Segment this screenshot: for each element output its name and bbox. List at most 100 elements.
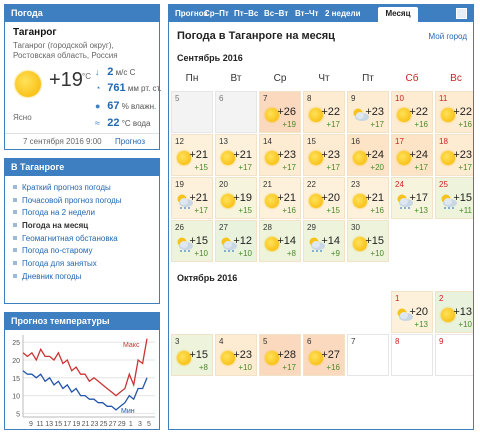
- day-number: 3: [175, 337, 180, 346]
- wind-direction: С: [129, 68, 136, 77]
- day-cell[interactable]: 29 +14 +9: [303, 220, 345, 262]
- day-cell[interactable]: 6 +27 +16: [303, 334, 345, 376]
- tab[interactable]: Ср–Пт: [204, 9, 229, 18]
- city-menu-item[interactable]: Погода по-старому: [13, 245, 159, 258]
- month-title: Сентябрь 2016: [177, 53, 243, 63]
- cloud-sun-icon: [396, 307, 413, 323]
- day-cell[interactable]: 16 +24 +20: [347, 134, 389, 176]
- sun-icon: [352, 150, 368, 166]
- day-cell[interactable]: 14 +23 +17: [259, 134, 301, 176]
- day-high-temp: +23: [277, 149, 296, 161]
- day-high-temp: +23: [321, 149, 340, 161]
- x-tick-label: 3: [138, 421, 142, 428]
- city-menu-item-label: Почасовой прогноз погоды: [22, 195, 122, 205]
- day-number: 12: [175, 137, 184, 146]
- bullet-icon: [13, 210, 17, 215]
- day-cell[interactable]: 4 +23 +10: [215, 334, 257, 376]
- city-menu-item[interactable]: Краткий прогноз погоды: [13, 182, 159, 195]
- city-menu-item-label: Погода по-старому: [22, 246, 93, 256]
- day-low-temp: +15: [238, 206, 252, 215]
- day-high-temp: +19: [233, 192, 252, 204]
- day-cell[interactable]: 28 +14 +8: [259, 220, 301, 262]
- y-tick-label: 20: [12, 358, 20, 365]
- city-menu-item[interactable]: Дневник погоды: [13, 271, 159, 284]
- day-cell[interactable]: 18 +23 +17: [435, 134, 473, 176]
- day-high-temp: +23: [365, 106, 384, 118]
- day-cell[interactable]: 5 +28 +17: [259, 334, 301, 376]
- day-cell[interactable]: 2 +13 +10: [435, 291, 473, 333]
- day-cell[interactable]: 20 +19 +15: [215, 177, 257, 219]
- day-cell[interactable]: 24 +17 +13: [391, 177, 433, 219]
- bullet-icon: [13, 248, 17, 253]
- day-cell[interactable]: 9 +23 +17: [347, 91, 389, 133]
- day-number: 8: [307, 94, 312, 103]
- day-high-temp: +14: [277, 235, 296, 247]
- tab[interactable]: Пт–Вс: [234, 9, 259, 18]
- day-cell[interactable]: 12 +21 +15: [171, 134, 213, 176]
- city-menu-item[interactable]: Погода на 2 недели: [13, 207, 159, 220]
- weekday-label: Вс: [450, 73, 462, 84]
- current-temperature: +19: [49, 69, 83, 91]
- day-cell[interactable]: 21 +21 +16: [259, 177, 301, 219]
- day-high-temp: +15: [189, 349, 208, 361]
- print-icon[interactable]: [456, 8, 467, 19]
- city-menu-item[interactable]: Геомагнитная обстановка: [13, 233, 159, 246]
- day-cell[interactable]: 27 +12 +10: [215, 220, 257, 262]
- day-cell[interactable]: 3 +15 +8: [171, 334, 213, 376]
- city-name[interactable]: Таганрог: [13, 27, 57, 38]
- day-cell[interactable]: 22 +20 +15: [303, 177, 345, 219]
- day-cell[interactable]: 8 +22 +17: [303, 91, 345, 133]
- day-cell[interactable]: 25 +15 +11: [435, 177, 473, 219]
- day-cell[interactable]: 11 +22 +16: [435, 91, 473, 133]
- day-cell[interactable]: 15 +23 +17: [303, 134, 345, 176]
- day-cell[interactable]: 19 +21 +17: [171, 177, 213, 219]
- tab[interactable]: Вт–Чт: [295, 9, 319, 18]
- day-low-temp: +15: [194, 163, 208, 172]
- city-menu-panel: В Таганроге Краткий прогноз погоды Почасо…: [4, 158, 160, 304]
- day-cell[interactable]: 7 +26 +19: [259, 91, 301, 133]
- day-low-temp: +8: [286, 249, 296, 258]
- min-series-label: Мин: [121, 408, 135, 415]
- city-menu-item-label: Погода на 2 недели: [22, 208, 95, 218]
- x-tick-label: 27: [109, 421, 117, 428]
- day-low-temp: +15: [326, 206, 340, 215]
- sun-icon: [176, 150, 192, 166]
- day-cell[interactable]: 17 +24 +17: [391, 134, 433, 176]
- y-tick-label: 10: [12, 394, 20, 401]
- day-high-temp: +15: [365, 235, 384, 247]
- day-cell[interactable]: 1 +20 +13: [391, 291, 433, 333]
- day-cell[interactable]: 13 +21 +17: [215, 134, 257, 176]
- day-cell[interactable]: 30 +15 +10: [347, 220, 389, 262]
- day-cell[interactable]: 23 +21 +16: [347, 177, 389, 219]
- day-high-temp: +15: [189, 235, 208, 247]
- day-cell[interactable]: 26 +15 +10: [171, 220, 213, 262]
- my-city-link[interactable]: Мой город: [428, 32, 467, 41]
- city-menu-header: В Таганроге: [5, 159, 159, 176]
- sun-icon: [264, 107, 280, 123]
- city-menu-item[interactable]: Почасовой прогноз погоды: [13, 195, 159, 208]
- day-number: 13: [219, 137, 228, 146]
- droplet-icon: ●: [95, 101, 101, 111]
- day-high-temp: +20: [409, 306, 428, 318]
- tab[interactable]: Месяц: [378, 7, 418, 22]
- city-menu-item[interactable]: Погода для занятых: [13, 258, 159, 271]
- day-high-temp: +14: [321, 235, 340, 247]
- day-high-temp: +24: [365, 149, 384, 161]
- sun-icon: [308, 350, 324, 366]
- day-number: 4: [219, 337, 224, 346]
- day-number: 23: [351, 180, 360, 189]
- sun-icon: [264, 236, 280, 252]
- city-menu-item-label: Погода для занятых: [22, 259, 97, 269]
- water-row: ≈ 22 °C вода: [95, 117, 150, 129]
- tab[interactable]: Прогноз: [175, 9, 208, 18]
- tab[interactable]: 2 недели: [325, 9, 361, 18]
- day-high-temp: +21: [189, 192, 208, 204]
- tab[interactable]: Вс–Вт: [264, 9, 289, 18]
- sun-icon: [220, 150, 236, 166]
- day-cell[interactable]: 10 +22 +16: [391, 91, 433, 133]
- city-menu-item[interactable]: Погода на месяц: [13, 220, 159, 233]
- forecast-link[interactable]: Прогноз: [115, 137, 146, 146]
- sun-icon: [396, 150, 412, 166]
- day-cell: 5: [171, 91, 213, 133]
